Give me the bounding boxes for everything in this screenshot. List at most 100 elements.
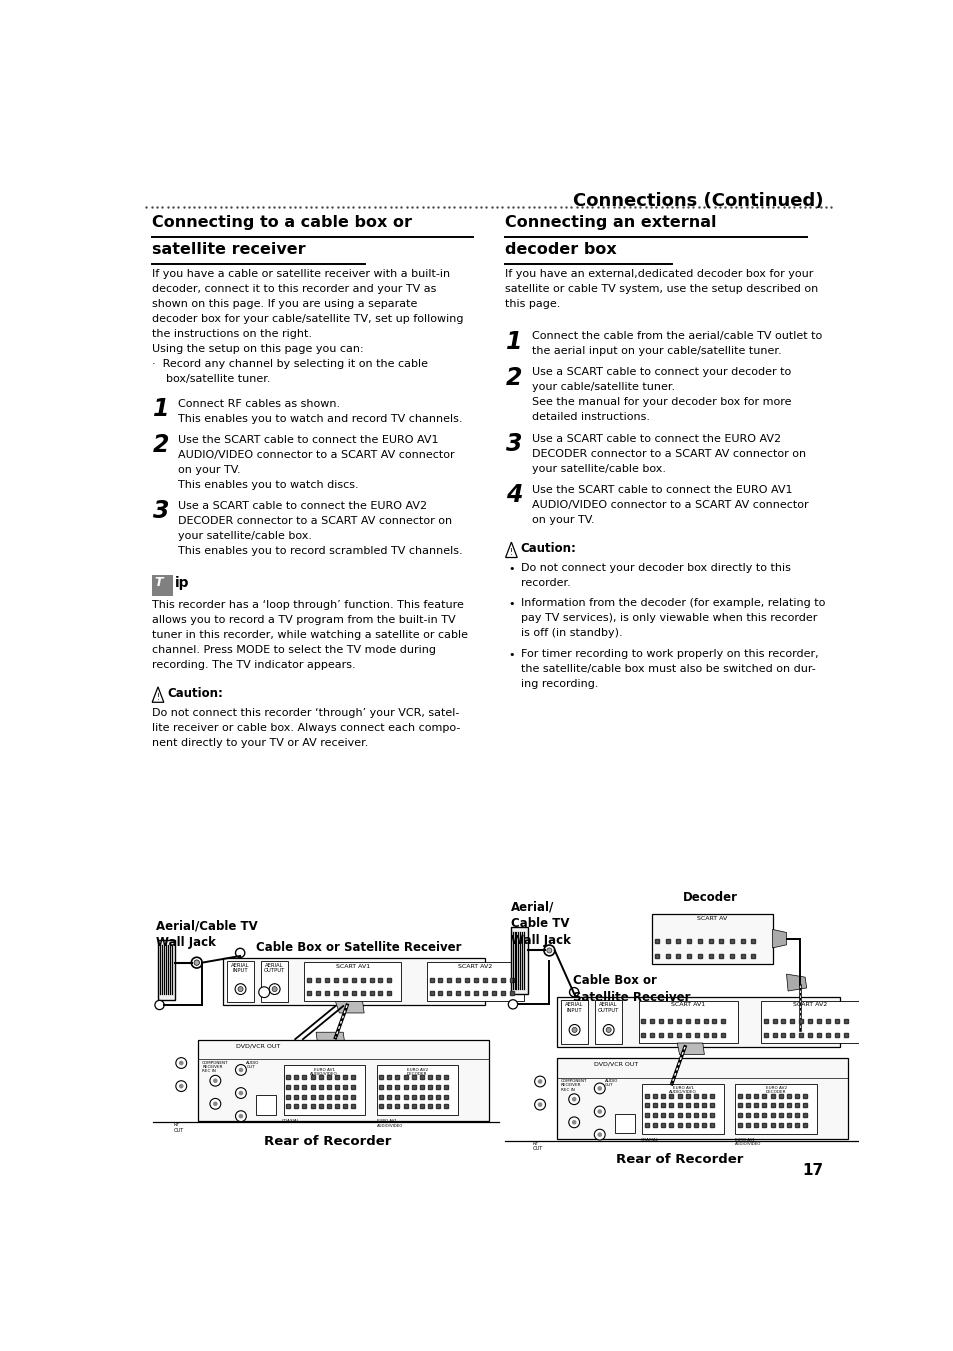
Circle shape [234,984,246,994]
Bar [283,1066,365,1116]
Circle shape [597,1109,601,1113]
Text: DVD/VCR OUT: DVD/VCR OUT [235,1043,279,1048]
Bar [595,1000,621,1044]
Text: AERIAL
INPUT: AERIAL INPUT [565,1002,583,1013]
Circle shape [569,1024,579,1035]
Circle shape [543,946,555,957]
Text: Using the setup on this page you can:: Using the setup on this page you can: [152,345,363,354]
Circle shape [179,1061,183,1066]
Text: COMPONENT
RECEIVER
REC IN: COMPONENT RECEIVER REC IN [202,1061,229,1073]
Circle shape [571,1097,576,1101]
Circle shape [175,1081,187,1092]
Circle shape [213,1101,217,1106]
Text: SCART AV2: SCART AV2 [793,1002,827,1008]
Text: If you have an external,dedicated decoder box for your: If you have an external,dedicated decode… [505,269,813,280]
Text: pay TV services), is only viewable when this recorder: pay TV services), is only viewable when … [520,613,816,623]
Text: Wall Jack: Wall Jack [155,936,215,948]
Text: tuner in this recorder, while watching a satellite or cable: tuner in this recorder, while watching a… [152,631,467,640]
Text: EURO AV2
DECODER: EURO AV2 DECODER [764,1086,786,1094]
Text: AERIAL
INPUT: AERIAL INPUT [231,963,250,973]
Circle shape [238,1067,243,1073]
Bar [152,574,172,596]
Circle shape [210,1075,220,1086]
Text: Caution:: Caution: [167,686,223,700]
Text: on your TV.: on your TV. [178,465,240,474]
Text: EURO AV2
DECODER: EURO AV2 DECODER [406,1067,427,1075]
Bar [557,997,840,1047]
Text: See the manual for your decoder box for more: See the manual for your decoder box for … [531,397,790,408]
Text: SCART AV: SCART AV [697,916,727,921]
Text: Aerial/Cable TV: Aerial/Cable TV [155,919,257,932]
Bar [223,958,484,1005]
Circle shape [238,1090,243,1096]
Text: Use a SCART cable to connect the EURO AV2: Use a SCART cable to connect the EURO AV… [531,434,780,443]
Text: EURO AV1
AUDIO/VIDEO: EURO AV1 AUDIO/VIDEO [735,1138,760,1146]
Text: EURO AV1
AUDIO/VIDEO: EURO AV1 AUDIO/VIDEO [310,1067,337,1075]
Text: DECODER connector to a SCART AV connector on: DECODER connector to a SCART AV connecto… [178,516,452,526]
Text: AERIAL
OUTPUT: AERIAL OUTPUT [264,963,285,973]
Text: Use the SCART cable to connect the EURO AV1: Use the SCART cable to connect the EURO … [531,485,791,494]
Circle shape [546,948,552,952]
Text: This enables you to watch discs.: This enables you to watch discs. [178,480,358,490]
Circle shape [192,958,202,969]
Text: detailed instructions.: detailed instructions. [531,412,649,423]
Text: 3: 3 [152,500,169,523]
Text: channel. Press MODE to select the TV mode during: channel. Press MODE to select the TV mod… [152,646,436,655]
Text: AERIAL
OUTPUT: AERIAL OUTPUT [598,1002,618,1013]
Circle shape [569,988,578,997]
Polygon shape [772,929,785,948]
Text: Rear of Recorder: Rear of Recorder [264,1135,392,1147]
Circle shape [235,1111,246,1121]
Circle shape [594,1084,604,1094]
Text: DVD/VCR OUT: DVD/VCR OUT [594,1062,638,1066]
Circle shape [179,1084,183,1089]
Text: shown on this page. If you are using a separate: shown on this page. If you are using a s… [152,299,416,309]
Text: AUDIO/VIDEO connector to a SCART AV connector: AUDIO/VIDEO connector to a SCART AV conn… [178,450,455,459]
Text: Cable Box or Satellite Receiver: Cable Box or Satellite Receiver [256,940,461,954]
Text: T: T [154,576,162,589]
Text: Wall Jack: Wall Jack [510,935,570,947]
Text: 3: 3 [505,432,522,457]
Polygon shape [791,1017,811,1034]
Circle shape [534,1077,545,1088]
Text: SCART AV1: SCART AV1 [335,963,370,969]
Polygon shape [335,1001,364,1013]
Circle shape [508,1000,517,1009]
Text: Do not connect your decoder box directly to this: Do not connect your decoder box directly… [520,563,790,573]
Bar [261,961,288,1002]
Text: RF
OUT: RF OUT [173,1123,184,1132]
Bar [735,1084,816,1133]
Text: If you have a cable or satellite receiver with a built-in: If you have a cable or satellite receive… [152,269,450,280]
Bar [760,1001,860,1043]
Text: the aerial input on your cable/satellite tuner.: the aerial input on your cable/satellite… [531,346,781,357]
Text: nent directly to your TV or AV receiver.: nent directly to your TV or AV receiver. [152,738,368,747]
Text: Information from the decoder (for example, relating to: Information from the decoder (for exampl… [520,598,824,608]
Text: on your TV.: on your TV. [531,515,594,524]
Bar [376,1066,457,1116]
Text: •: • [508,563,515,574]
Text: Cable TV: Cable TV [510,917,569,931]
Text: Satellite Receiver: Satellite Receiver [572,990,689,1004]
Circle shape [193,961,199,966]
Polygon shape [677,1043,703,1055]
Text: DECODER connector to a SCART AV connector on: DECODER connector to a SCART AV connecto… [531,449,805,458]
Circle shape [605,1027,611,1032]
Text: recorder.: recorder. [520,578,570,588]
Text: Use a SCART cable to connect the EURO AV2: Use a SCART cable to connect the EURO AV… [178,501,427,511]
Text: This recorder has a ‘loop through’ function. This feature: This recorder has a ‘loop through’ funct… [152,600,463,611]
Text: This enables you to watch and record TV channels.: This enables you to watch and record TV … [178,413,462,423]
Bar [557,1058,847,1139]
Polygon shape [656,1077,684,1088]
Circle shape [269,984,280,994]
Text: Use a SCART cable to connect your decoder to: Use a SCART cable to connect your decode… [531,367,790,377]
Text: Use the SCART cable to connect the EURO AV1: Use the SCART cable to connect the EURO … [178,435,438,444]
Circle shape [568,1094,579,1105]
Text: the satellite/cable box must also be switched on dur-: the satellite/cable box must also be swi… [520,663,815,674]
Bar [560,1000,587,1044]
Text: Do not connect this recorder ‘through’ your VCR, satel-: Do not connect this recorder ‘through’ y… [152,708,458,717]
Circle shape [235,1088,246,1098]
Circle shape [175,1058,187,1069]
Circle shape [238,1113,243,1119]
Text: AUDIO
OUT: AUDIO OUT [604,1079,618,1088]
Text: AUDIO
OUT: AUDIO OUT [246,1061,259,1069]
